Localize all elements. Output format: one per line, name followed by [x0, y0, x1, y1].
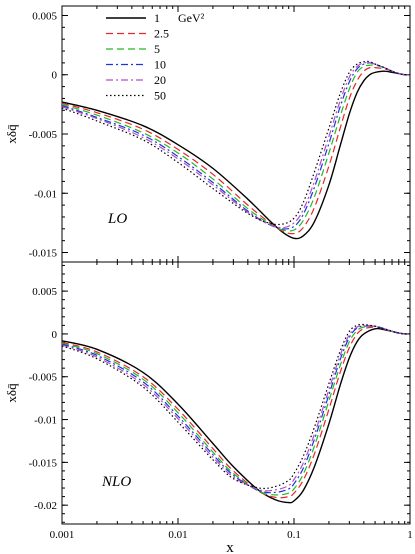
legend-unit: GeV² [178, 11, 205, 25]
y-tick-label: -0.02 [34, 500, 57, 512]
y-tick-label: -0.005 [29, 129, 58, 141]
y-tick-label: 0 [52, 70, 58, 82]
series-line-5 [62, 64, 410, 232]
legend-entry: 5 [154, 42, 160, 56]
y-tick-label: -0.01 [34, 188, 57, 200]
series-line-50 [62, 60, 410, 226]
series-line-10 [62, 325, 410, 494]
panel-label: NLO [101, 474, 131, 490]
series-line-50 [62, 323, 410, 490]
series-line-1 [62, 70, 410, 240]
x-tick-label: 1 [407, 529, 413, 541]
series-group [62, 323, 410, 504]
y-axis-label: xδq̄ [4, 383, 19, 403]
y-tick-label: -0.005 [29, 372, 58, 384]
y-tick-label: -0.015 [29, 457, 58, 469]
series-line-20 [62, 61, 410, 229]
panel-label: LO [107, 211, 127, 227]
series-line-2-5 [62, 326, 410, 499]
y-tick-label: -0.015 [29, 248, 58, 260]
legend-entry: 50 [154, 89, 166, 103]
y-axis-label: xδq̄ [4, 124, 19, 144]
y-tick-label: 0.005 [32, 10, 57, 22]
series-line-20 [62, 324, 410, 492]
x-axis-label: x [226, 540, 234, 554]
legend-entry: 20 [154, 73, 166, 87]
nlo-panel: 0.005 0 -0.005 -0.01 -0.015 -0.02 0.001 0.01 0.1… [4, 261, 413, 554]
y-tick-label: 0.005 [32, 286, 57, 298]
series-line-5 [62, 325, 410, 496]
legend-entry: 10 [154, 58, 166, 72]
series-group [62, 60, 410, 240]
y-tick-label: -0.01 [34, 415, 57, 427]
y-tick-label: 0 [52, 329, 58, 341]
plot-frame [61, 261, 411, 525]
x-tick-label: 0.1 [287, 529, 301, 541]
series-line-10 [62, 62, 410, 230]
series-line-2-5 [62, 66, 410, 235]
legend-entry: 1 [154, 11, 160, 25]
legend-entry: 2.5 [154, 27, 169, 41]
x-tick-label: 0.01 [168, 529, 187, 541]
x-tick-label: 0.001 [50, 529, 75, 541]
